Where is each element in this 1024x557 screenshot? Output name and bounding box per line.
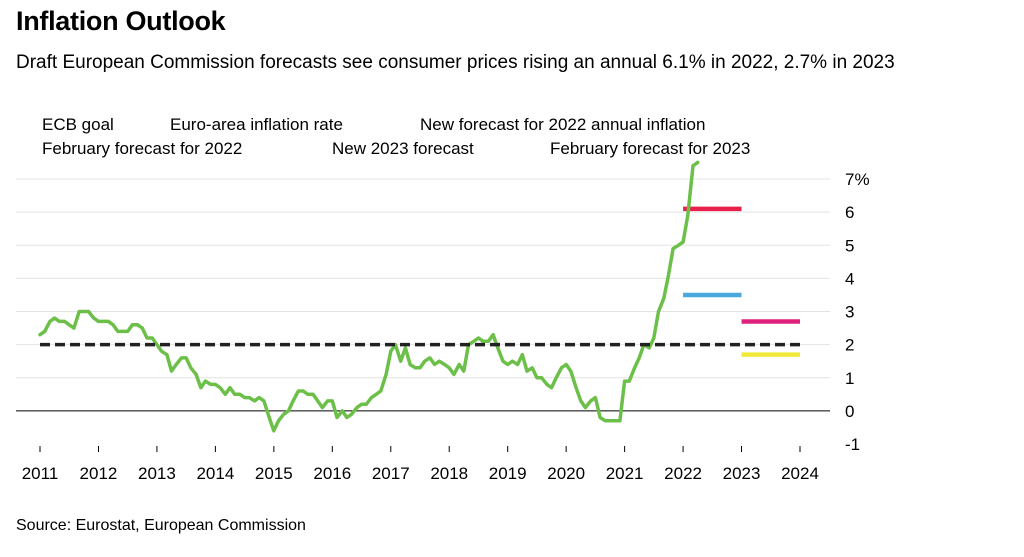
y-axis: 7% 6 5 4 3 2 1 0 -1	[845, 170, 870, 454]
x-tick-label: 2024	[781, 464, 819, 483]
chart-title: Inflation Outlook	[16, 6, 226, 36]
legend-new-2023-forecast: New 2023 forecast	[332, 139, 474, 158]
y-tick-label: 1	[845, 369, 854, 388]
x-tick-label: 2021	[606, 464, 644, 483]
source-note: Source: Eurostat, European Commission	[16, 517, 306, 534]
forecast-segments	[683, 206, 800, 357]
chart-subtitle: Draft European Commission forecasts see …	[16, 52, 895, 73]
y-tick-label: 0	[845, 402, 854, 421]
legend-ecb-goal: ECB goal	[42, 115, 114, 134]
y-tick-label: -1	[845, 435, 860, 454]
y-tick-label: 7%	[845, 170, 870, 189]
x-tick-label: 2011	[22, 464, 59, 483]
y-tick-label: 6	[845, 203, 854, 222]
inflation-rate-line	[38, 160, 700, 433]
x-tick-label: 2012	[80, 464, 118, 483]
x-tick-label: 2016	[313, 464, 351, 483]
series-lines	[38, 160, 800, 433]
x-tick-label: 2013	[138, 464, 176, 483]
y-tick-label: 5	[845, 236, 854, 255]
x-axis: 2011 2012 2013 2014 2015 2016 2017 2018 2019 2020…	[22, 446, 819, 483]
x-tick-label: 2014	[196, 464, 234, 483]
legend-euro-area-inflation: Euro-area inflation rate	[170, 115, 343, 134]
x-tick-label: 2019	[489, 464, 527, 483]
x-tick-label: 2018	[430, 464, 468, 483]
x-tick-label: 2015	[255, 464, 293, 483]
legend-new-forecast-2022: New forecast for 2022 annual inflation	[420, 115, 706, 134]
y-tick-label: 4	[845, 269, 854, 288]
x-tick-label: 2023	[723, 464, 761, 483]
y-tick-label: 2	[845, 336, 854, 355]
legend-row-2: February forecast for 2022 New 2023 forec…	[42, 139, 750, 159]
legend-row-1: ECB goal Euro-area inflation rate New fore…	[42, 115, 705, 135]
x-tick-label: 2020	[547, 464, 585, 483]
x-tick-label: 2017	[372, 464, 410, 483]
legend-february-forecast-2022: February forecast for 2022	[42, 139, 243, 158]
y-tick-label: 3	[845, 303, 854, 322]
legend-february-forecast-2023: February forecast for 2023	[550, 139, 751, 158]
x-tick-label: 2022	[664, 464, 702, 483]
